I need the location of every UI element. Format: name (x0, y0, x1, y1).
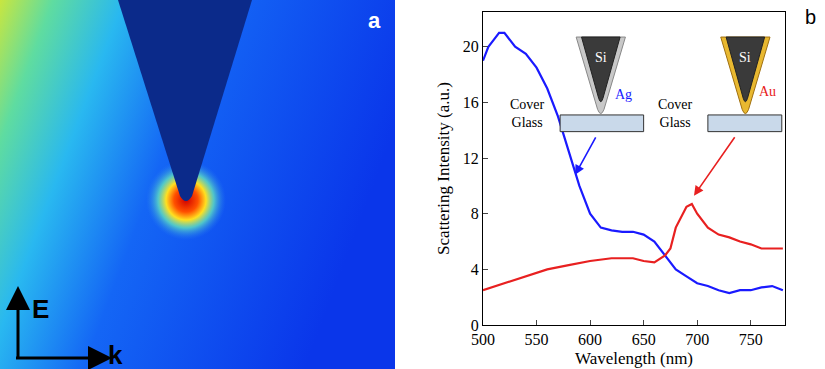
svg-text:Ag: Ag (615, 87, 632, 102)
svg-text:12: 12 (463, 150, 479, 167)
svg-text:700: 700 (685, 331, 709, 348)
svg-text:Si: Si (595, 50, 607, 65)
svg-text:Si: Si (739, 50, 751, 65)
svg-text:Au: Au (759, 84, 776, 99)
svg-text:8: 8 (471, 205, 479, 222)
svg-text:b: b (805, 6, 816, 28)
svg-text:CoverGlass: CoverGlass (510, 97, 545, 130)
svg-text:Scattering Intensity (a.u.): Scattering Intensity (a.u.) (434, 82, 453, 255)
svg-text:500: 500 (471, 331, 495, 348)
svg-text:CoverGlass: CoverGlass (658, 97, 693, 130)
svg-text:550: 550 (525, 331, 549, 348)
svg-text:16: 16 (463, 94, 479, 111)
svg-text:a: a (368, 8, 381, 33)
svg-text:E: E (32, 294, 49, 324)
svg-text:0: 0 (471, 317, 479, 334)
svg-text:650: 650 (632, 331, 656, 348)
svg-text:Wavelength (nm): Wavelength (nm) (575, 349, 693, 368)
svg-text:20: 20 (463, 38, 479, 55)
svg-text:4: 4 (471, 261, 479, 278)
svg-text:600: 600 (578, 331, 602, 348)
svg-text:750: 750 (739, 331, 763, 348)
svg-text:k: k (108, 340, 123, 369)
